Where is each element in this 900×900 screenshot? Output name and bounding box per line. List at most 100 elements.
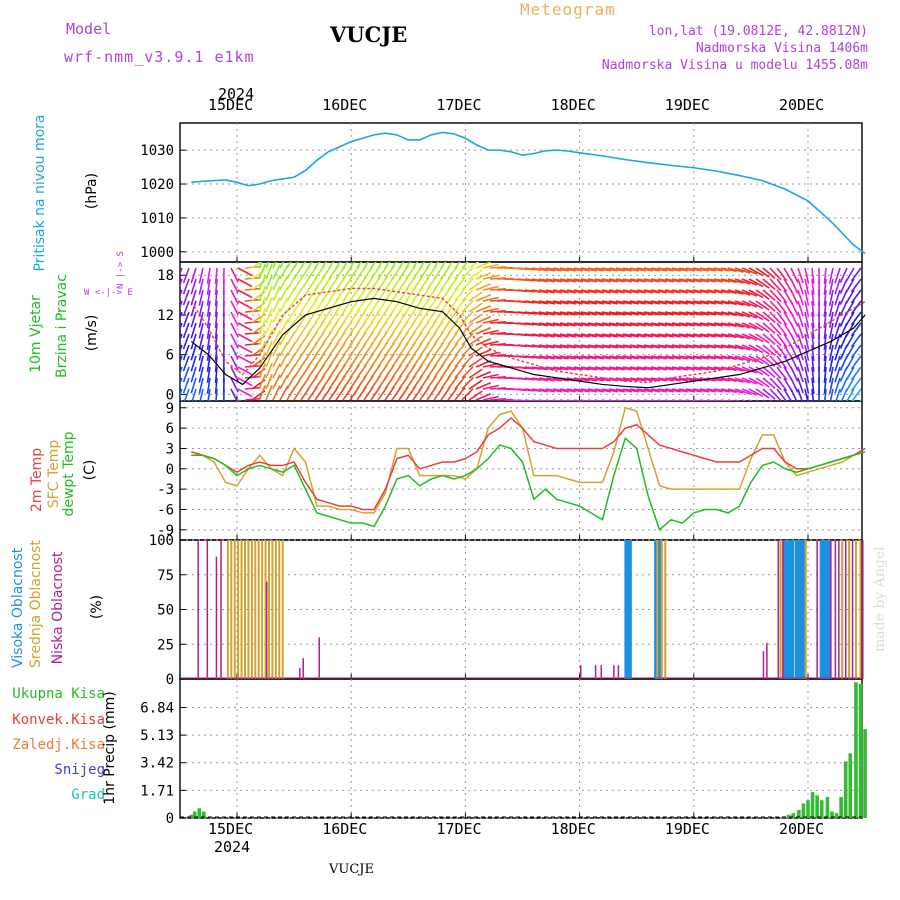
wind-arrow: [790, 289, 799, 305]
wind-arrow: [559, 289, 576, 294]
wind-arrow: [545, 399, 557, 401]
wind-arrow: [706, 311, 723, 316]
wind-arrow: [692, 289, 709, 294]
wind-arrow: [790, 399, 793, 401]
y-tick-label: -9: [157, 523, 174, 539]
wind-arrow: [755, 333, 770, 344]
wind-arrow: [839, 267, 848, 283]
wind-arrow: [850, 289, 862, 304]
wind-arrow: [650, 377, 667, 382]
precip-snow-label: Snijeg: [54, 762, 105, 778]
wind-arrow: [447, 262, 454, 269]
wind-arrow: [545, 267, 562, 272]
wind-arrow: [850, 278, 862, 293]
low-cloud-bar: [594, 665, 597, 679]
wind-arrow: [482, 307, 499, 313]
high-cloud-bar: [657, 540, 662, 679]
wind-arrow: [748, 388, 764, 398]
wind-arrow: [629, 366, 646, 371]
wind-arrow: [552, 366, 569, 371]
wind-arrow: [475, 349, 492, 357]
product-title: Meteogram: [520, 0, 616, 19]
mid-cloud-bar: [274, 540, 277, 679]
wind-arrow: [713, 355, 730, 360]
wind-arrow: [198, 355, 204, 372]
wind-arrow: [412, 262, 419, 269]
wind-arrow: [769, 388, 782, 401]
high-cloud-bar: [786, 540, 791, 679]
wind-arrow: [845, 333, 855, 349]
wind-arrow: [823, 289, 827, 306]
wind-arrow: [678, 355, 695, 360]
wind-arrow: [587, 322, 604, 327]
wind-arrow: [524, 278, 541, 283]
wind-arrow: [384, 262, 391, 269]
wind-arrow: [580, 399, 592, 401]
wind-arrow: [601, 366, 618, 371]
wind-arrow: [828, 377, 834, 394]
mid-cloud-bar: [656, 540, 659, 679]
wind-arrow: [215, 388, 218, 401]
wind-arrow: [475, 272, 492, 280]
wind-arrow: [615, 322, 632, 327]
wind-arrow: [559, 267, 576, 272]
wind-arrow: [190, 333, 197, 350]
wind-arrow: [643, 366, 660, 371]
day-label: 16DEC: [322, 820, 368, 838]
wind-arrow: [608, 366, 625, 371]
wind-arrow: [829, 388, 834, 401]
wind-arrow: [258, 297, 267, 313]
precip-bar: [197, 808, 202, 818]
mid-cloud-bar: [664, 540, 667, 679]
wind-arrow: [559, 300, 576, 305]
wind-arrow: [823, 355, 827, 372]
wind-arrow: [769, 311, 782, 325]
wind-arrow: [190, 267, 197, 284]
precip-bar: [815, 795, 819, 818]
wind-arrow: [671, 278, 688, 283]
day-label: 17DEC: [436, 96, 482, 114]
wind-arrow: [182, 366, 190, 383]
wind-arrow: [531, 344, 548, 349]
y-tick-label: 1030: [140, 143, 174, 159]
wind-arrow: [272, 275, 281, 291]
wind-arrow: [650, 366, 667, 371]
wind-arrow: [552, 300, 569, 305]
precip-bar: [839, 796, 843, 818]
wind-arrow: [608, 344, 625, 349]
wind-arrow: [594, 278, 611, 283]
wind-arrow: [180, 366, 183, 375]
wind-arrow: [198, 377, 204, 394]
wind-arrow: [258, 319, 267, 335]
high-cloud-bar: [819, 540, 824, 679]
wind-arrow: [636, 300, 653, 305]
wind-arrow: [566, 278, 583, 283]
wind-arrow: [206, 300, 211, 317]
wind-arrow: [762, 388, 776, 401]
wind-arrow: [190, 300, 197, 317]
wind-arrow: [601, 388, 618, 393]
precip-frame: [179, 678, 863, 819]
wind-arrow: [776, 333, 788, 348]
wind-arrow: [734, 344, 751, 351]
wind-arrow: [615, 344, 632, 349]
wind-arrow: [629, 377, 646, 382]
wind-arrow: [769, 278, 782, 292]
wind-arrow: [531, 300, 548, 305]
wind-arrow: [482, 263, 499, 269]
wind-arrow: [834, 366, 841, 383]
wind-arrow: [566, 322, 583, 327]
wind-arrow: [845, 278, 855, 294]
wind-arrow: [636, 344, 653, 349]
wind-arrow: [657, 311, 674, 316]
wind-arrow: [545, 311, 562, 316]
wind-arrow: [559, 322, 576, 327]
wind-arrow: [433, 262, 440, 269]
wind-arrow: [335, 262, 342, 269]
wind-arrow: [559, 311, 576, 316]
wind-arrow: [573, 311, 590, 316]
wind-arrow: [566, 311, 583, 316]
wind-arrow: [180, 388, 183, 397]
wind-arrow: [706, 300, 723, 305]
